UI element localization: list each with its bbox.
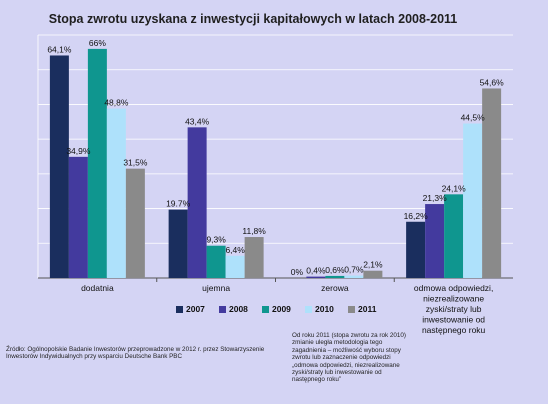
legend-label: 2007 [186,304,205,314]
data-label: 24,1% [442,183,467,193]
bar-2008 [68,156,88,278]
category-label: ujemna [202,283,230,293]
bar-2010 [225,255,245,278]
data-label: 21,3% [423,193,448,203]
legend-swatch [348,306,355,313]
data-label: 16,2% [404,211,429,221]
bar-2011 [125,168,145,278]
legend-label: 2011 [358,304,377,314]
bar-2011 [244,237,264,278]
data-label: 0,4% [306,266,326,276]
methodology-footnote: Od roku 2011 (stopa zwrotu za rok 2010) … [292,332,406,384]
bar-2010 [344,275,364,278]
data-label: 0,7% [344,265,364,275]
data-labels: 64,1% 34,9% 66% 48,8% 31,5% 19.7% 43,4% 9,3%6,4… [47,38,504,277]
legend-label: 2010 [315,304,334,314]
bar-2011 [363,270,383,278]
bars [49,48,502,279]
category-label: odmowa odpowiedzi, niezrealizowane zyski/s… [414,283,493,335]
category-label: dodatnia [81,283,114,293]
bar-2009 [325,275,345,278]
data-label: 66% [89,38,106,48]
legend-swatch [262,306,269,313]
bar-2008 [187,127,207,278]
source-note: Źródło: Ogólnopolskie Badanie Inwestorów… [6,346,265,361]
bar-2010 [106,108,126,278]
legend: 2007 2008 2009 2010 2011 [176,304,377,314]
legend-label: 2009 [272,304,291,314]
bar-2007 [168,209,188,278]
data-label: 43,4% [185,116,210,126]
bar-2011 [482,88,502,279]
data-label: 19.7% [166,199,191,209]
category-labels: dodatnia ujemna zerowa odmowa odpowiedzi, ni… [81,283,493,335]
bar-2007 [49,55,69,278]
legend-swatch [305,306,312,313]
bar-2008 [306,276,326,278]
legend-swatch [176,306,183,313]
bar-2009 [444,194,464,278]
data-label: 11,8% [242,226,266,236]
data-label: 34,9% [66,146,91,156]
data-label: 0% [291,267,304,277]
data-label: 0,6% [325,265,345,275]
data-label: 44,5% [461,113,486,123]
bar-2008 [425,204,445,278]
bar-2007 [406,221,426,278]
legend-label: 2008 [229,304,248,314]
data-label: 9,3% [206,235,226,245]
data-label: 2,1% [363,260,383,270]
data-label: 31,5% [123,158,148,168]
bar-2010 [463,123,483,279]
chart-title: Stopa zwrotu uzyskana z inwestycji kapit… [49,12,458,26]
category-label: zerowa [321,283,349,293]
bar-2009 [87,48,107,279]
data-label: 48,8% [104,98,129,108]
data-label: 54,6% [480,77,505,87]
bar-2009 [206,245,226,278]
data-label: 64,1% [47,44,72,54]
data-label: 6,4% [225,245,245,255]
legend-swatch [219,306,226,313]
